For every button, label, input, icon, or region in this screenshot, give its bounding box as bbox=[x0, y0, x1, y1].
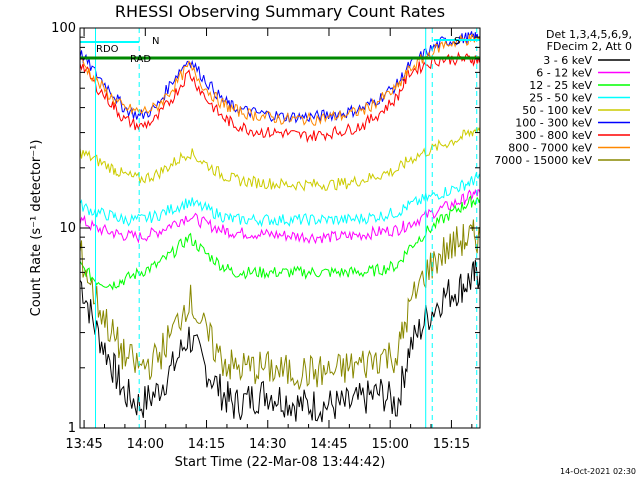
generation-timestamp: 14-Oct-2021 02:30 bbox=[560, 467, 636, 476]
legend-label: 50 - 100 keV bbox=[522, 104, 592, 117]
series-line-25-50-kev bbox=[79, 171, 481, 228]
legend-label: 800 - 7000 keV bbox=[508, 142, 592, 155]
series-line-6-12-kev bbox=[79, 188, 481, 245]
series-layer bbox=[79, 31, 481, 423]
x-axis-label: Start Time (22-Mar-08 13:44:42) bbox=[175, 455, 386, 470]
legend-header-line-2: FDecim 2, Att 0 bbox=[547, 40, 632, 53]
x-tick-label: 15:00 bbox=[371, 437, 408, 452]
x-tick-label: 14:45 bbox=[310, 437, 347, 452]
flag-label-rad: RAD bbox=[130, 54, 151, 65]
legend-label: 6 - 12 keV bbox=[536, 67, 592, 80]
flag-label-s: S bbox=[454, 36, 460, 47]
x-tick-label: 13:45 bbox=[65, 437, 102, 452]
legend-label: 100 - 300 keV bbox=[515, 117, 592, 130]
tick-layer: 13:45 14:00 14:15 14:30 14:45 15:00 15:15 1 10 10… bbox=[51, 21, 480, 452]
y-tick-label: 1 bbox=[68, 421, 76, 436]
x-tick-label: 14:15 bbox=[188, 437, 225, 452]
series-line-50-100-kev bbox=[79, 126, 481, 192]
series-line-800-7000-kev bbox=[79, 34, 481, 126]
legend-label: 300 - 800 keV bbox=[515, 129, 592, 142]
x-tick-label: 15:15 bbox=[433, 437, 470, 452]
legend-label: 7000 - 15000 keV bbox=[494, 154, 592, 167]
legend-label: 25 - 50 keV bbox=[529, 92, 592, 105]
x-tick-label: 14:00 bbox=[127, 437, 164, 452]
chart-title: RHESSI Observing Summary Count Rates bbox=[115, 2, 445, 21]
flag-label-n: N bbox=[152, 36, 159, 47]
flag-label-rdo: RDO bbox=[96, 44, 119, 55]
series-line-100-300-kev bbox=[79, 31, 481, 124]
y-axis-label: Count Rate (s⁻¹ detector⁻¹) bbox=[29, 140, 44, 317]
legend-label: 3 - 6 keV bbox=[543, 54, 592, 67]
series-line-12-25-kev bbox=[79, 195, 481, 291]
x-tick-label: 14:30 bbox=[249, 437, 286, 452]
legend-header-line-1: Det 1,3,4,5,6,9, bbox=[546, 28, 632, 41]
y-tick-label: 100 bbox=[51, 21, 76, 36]
series-line-300-800-kev bbox=[79, 51, 481, 144]
legend-label: 12 - 25 keV bbox=[529, 79, 592, 92]
y-tick-label: 10 bbox=[59, 221, 76, 236]
series-line-3-6-kev bbox=[79, 259, 481, 423]
series-line-7000-15000-kev bbox=[79, 219, 481, 390]
